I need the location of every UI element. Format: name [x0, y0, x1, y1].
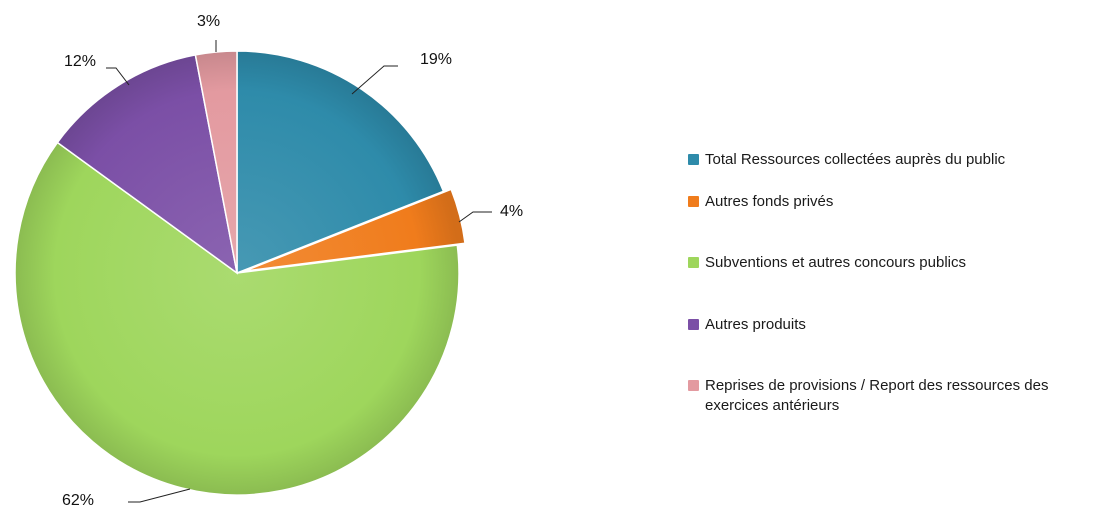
- data-label-4: 12%: [64, 53, 96, 70]
- legend-label: Reprises de provisions / Report des ress…: [705, 377, 1049, 414]
- data-label-2: 4%: [500, 203, 523, 220]
- legend-swatch: [688, 319, 699, 330]
- legend-swatch: [688, 154, 699, 165]
- pie-slice-4: [56, 54, 239, 275]
- legend-label: Autres produits: [705, 316, 806, 333]
- legend-item-ressources-publiques: Total Ressources collectées auprès du pu…: [688, 150, 1005, 170]
- legend-label: Subventions et autres concours publics: [705, 254, 966, 271]
- legend-item-reprises-provisions: Reprises de provisions / Report des ress…: [688, 376, 1085, 416]
- legend-swatch: [688, 257, 699, 268]
- pie-slice-1: [236, 50, 445, 275]
- legend-label: Total Ressources collectées auprès du pu…: [705, 151, 1006, 168]
- leader-line-2: [458, 211, 492, 223]
- leader-line-1: [351, 65, 398, 95]
- leader-line-3: [128, 488, 191, 503]
- data-label-3: 62%: [62, 492, 94, 509]
- leader-line-4: [106, 67, 130, 86]
- legend-item-autres-produits: Autres produits: [688, 315, 806, 335]
- legend-swatch: [688, 380, 699, 391]
- legend-label: Autres fonds privés: [705, 193, 834, 210]
- legend-swatch: [688, 196, 699, 207]
- pie-slice-3: [14, 141, 460, 496]
- pie-slice-2: [244, 188, 466, 272]
- legend-item-fonds-prives: Autres fonds privés: [688, 192, 833, 212]
- data-label-1: 19%: [420, 51, 452, 68]
- data-label-5: 3%: [197, 13, 220, 30]
- legend-item-subventions: Subventions et autres concours publics: [688, 253, 966, 273]
